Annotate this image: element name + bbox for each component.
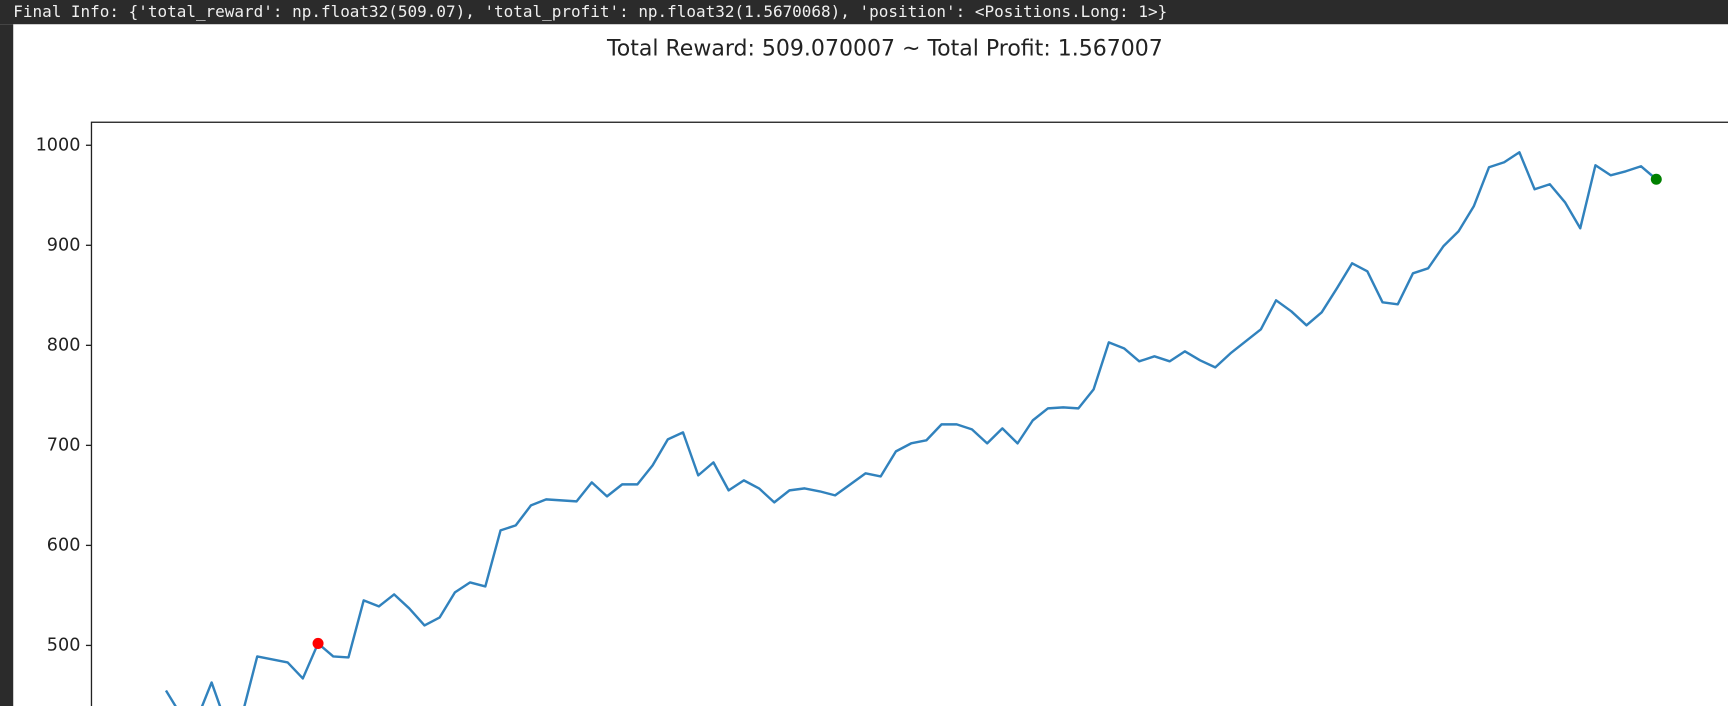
console-output: Final Info: {'total_reward': np.float32(…: [13, 2, 1167, 21]
y-tick-label: 800: [47, 335, 81, 355]
short-marker: [312, 637, 324, 649]
left-gutter: [0, 24, 14, 706]
y-tick-label: 900: [47, 235, 81, 255]
price-line: [164, 151, 1658, 706]
chart-title: Total Reward: 509.070007 ~ Total Profit:…: [606, 37, 1163, 62]
y-tick-label: 500: [47, 635, 81, 655]
y-tick-label: 600: [47, 535, 81, 555]
y-tick-label: 1000: [36, 135, 81, 155]
y-tick-label: 700: [47, 435, 81, 455]
long-marker: [1650, 173, 1662, 185]
console-bar: [0, 0, 1728, 25]
plot-frame: [90, 121, 1728, 706]
